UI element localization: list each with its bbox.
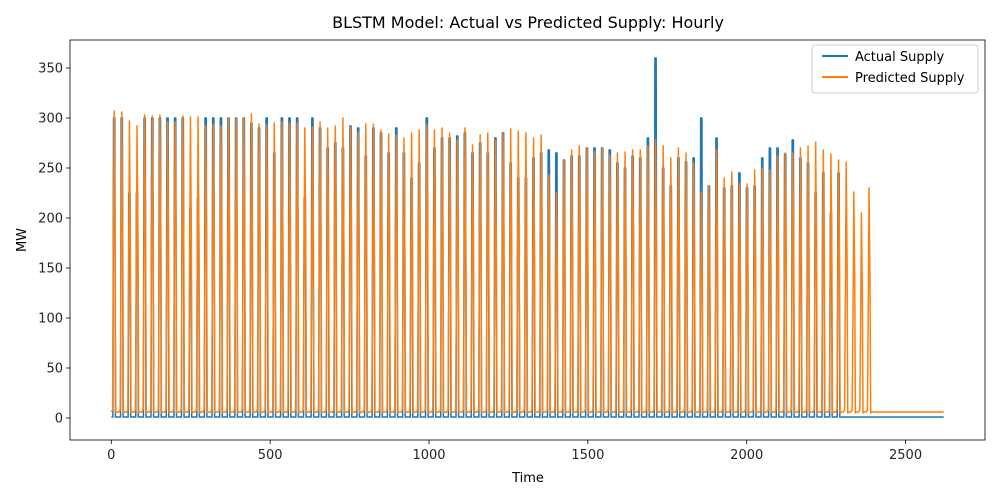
y-axis-title: MW xyxy=(15,228,30,252)
x-tick-label: 500 xyxy=(258,448,283,463)
y-tick-label: 300 xyxy=(38,112,63,127)
x-axis: 0 500 1000 1500 2000 2500 xyxy=(107,440,922,463)
y-tick-label: 0 xyxy=(55,412,63,427)
x-tick-label: 1500 xyxy=(571,448,604,463)
chart-title: BLSTM Model: Actual vs Predicted Supply:… xyxy=(332,13,724,32)
x-axis-title: Time xyxy=(511,471,544,486)
plot-area xyxy=(69,39,986,441)
x-tick-label: 0 xyxy=(107,448,115,463)
y-tick-label: 150 xyxy=(38,262,63,277)
x-tick-label: 2500 xyxy=(889,448,922,463)
series-line-predicted xyxy=(110,110,944,414)
y-tick-label: 200 xyxy=(38,212,63,227)
x-tick-label: 2000 xyxy=(730,448,763,463)
series-line-actual xyxy=(111,57,944,418)
series-layer xyxy=(110,57,944,418)
y-tick-label: 50 xyxy=(46,362,63,377)
legend: Actual Supply Predicted Supply xyxy=(811,44,979,94)
y-tick-label: 100 xyxy=(38,312,63,327)
legend-label-actual: Actual Supply xyxy=(855,50,944,65)
plot-border xyxy=(69,39,986,441)
legend-box xyxy=(811,44,979,94)
legend-label-predicted: Predicted Supply xyxy=(855,71,965,86)
y-tick-label: 350 xyxy=(38,62,63,77)
x-tick-label: 1000 xyxy=(412,448,445,463)
y-axis: 0 50 100 150 200 250 300 350 xyxy=(38,62,70,427)
y-tick-label: 250 xyxy=(38,162,63,177)
